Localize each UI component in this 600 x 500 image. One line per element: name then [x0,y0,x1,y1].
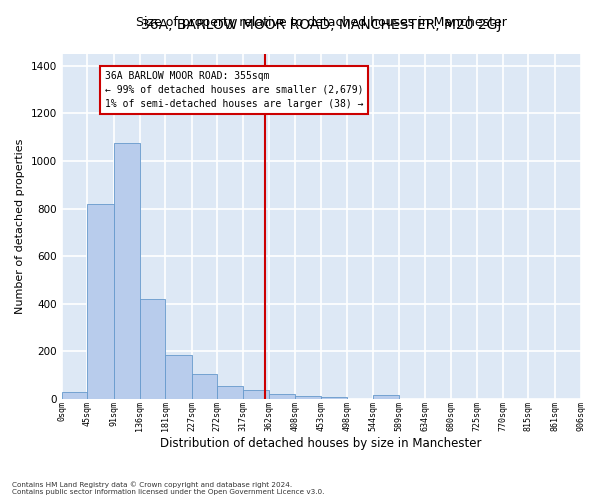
Text: 36A BARLOW MOOR ROAD: 355sqm
← 99% of detached houses are smaller (2,679)
1% of : 36A BARLOW MOOR ROAD: 355sqm ← 99% of de… [104,70,363,108]
X-axis label: Distribution of detached houses by size in Manchester: Distribution of detached houses by size … [160,437,482,450]
Bar [140,299,166,398]
Bar [269,394,295,398]
Text: Contains HM Land Registry data © Crown copyright and database right 2024.
Contai: Contains HM Land Registry data © Crown c… [12,482,325,495]
Bar [217,386,243,398]
Bar [373,395,399,398]
Bar [166,356,191,399]
Bar [114,143,140,399]
Bar [243,390,269,398]
Bar [191,374,217,398]
Bar [88,204,114,398]
Bar [295,396,321,398]
Y-axis label: Number of detached properties: Number of detached properties [15,138,25,314]
Bar [62,392,88,398]
Title: Size of property relative to detached houses in Manchester: Size of property relative to detached ho… [136,16,506,29]
Text: 36A, BARLOW MOOR ROAD, MANCHESTER, M20 2GJ: 36A, BARLOW MOOR ROAD, MANCHESTER, M20 2… [141,18,501,32]
